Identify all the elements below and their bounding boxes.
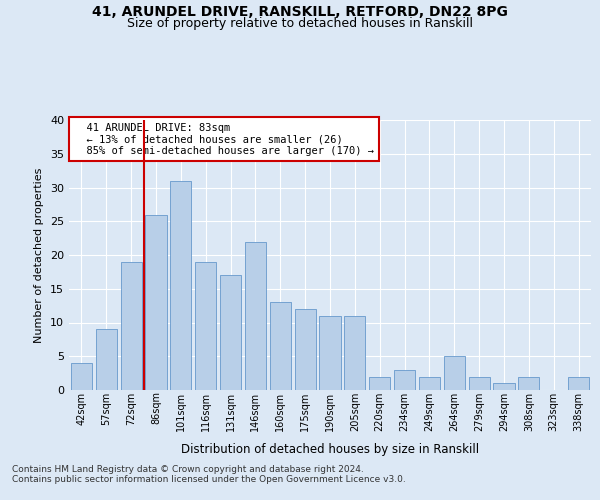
Text: Size of property relative to detached houses in Ranskill: Size of property relative to detached ho… bbox=[127, 18, 473, 30]
Bar bbox=[96, 329, 117, 390]
Bar bbox=[568, 376, 589, 390]
Text: Distribution of detached houses by size in Ranskill: Distribution of detached houses by size … bbox=[181, 442, 479, 456]
Y-axis label: Number of detached properties: Number of detached properties bbox=[34, 168, 44, 342]
Bar bbox=[245, 242, 266, 390]
Bar bbox=[170, 180, 191, 390]
Bar bbox=[369, 376, 390, 390]
Bar bbox=[71, 363, 92, 390]
Bar bbox=[469, 376, 490, 390]
Bar bbox=[444, 356, 465, 390]
Bar bbox=[121, 262, 142, 390]
Bar bbox=[319, 316, 341, 390]
Text: Contains HM Land Registry data © Crown copyright and database right 2024.
Contai: Contains HM Land Registry data © Crown c… bbox=[12, 465, 406, 484]
Bar bbox=[270, 302, 291, 390]
Bar bbox=[518, 376, 539, 390]
Bar bbox=[394, 370, 415, 390]
Text: 41, ARUNDEL DRIVE, RANSKILL, RETFORD, DN22 8PG: 41, ARUNDEL DRIVE, RANSKILL, RETFORD, DN… bbox=[92, 5, 508, 19]
Bar bbox=[344, 316, 365, 390]
Bar bbox=[195, 262, 216, 390]
Bar bbox=[295, 309, 316, 390]
Bar bbox=[220, 275, 241, 390]
Bar bbox=[419, 376, 440, 390]
Bar bbox=[493, 383, 515, 390]
Text: 41 ARUNDEL DRIVE: 83sqm
  ← 13% of detached houses are smaller (26)
  85% of sem: 41 ARUNDEL DRIVE: 83sqm ← 13% of detache… bbox=[74, 122, 374, 156]
Bar bbox=[145, 214, 167, 390]
